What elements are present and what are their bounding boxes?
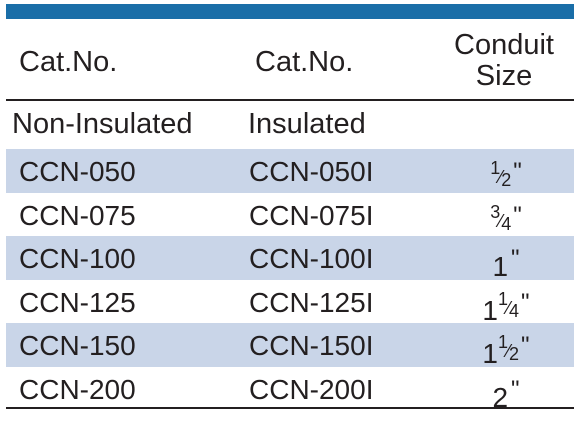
inch-mark: ": [511, 375, 520, 403]
top-accent-bar: [6, 4, 574, 19]
cell-conduit-size: 11⁄4 ": [442, 280, 570, 326]
cell-conduit-size: 2 ": [442, 367, 570, 413]
size-fraction: 3⁄4: [490, 201, 511, 234]
fraction-denominator: 2: [501, 170, 511, 190]
size-whole-number: 1: [482, 294, 498, 326]
table-body: CCN-050 CCN-050I 1⁄2 " CCN-075 CCN-075I 3⁄4 " CC…: [6, 149, 574, 413]
size-fraction: 1⁄4: [498, 288, 519, 321]
table-header: Cat.No. Cat.No. Conduit Size: [0, 22, 580, 98]
cell-non-insulated-cat-no: CCN-075: [19, 199, 136, 231]
table-row: CCN-075 CCN-075I 3⁄4 ": [6, 193, 574, 237]
fraction-numerator: 3: [490, 201, 500, 222]
size-whole-number: 1: [492, 251, 509, 282]
fraction-slash: ⁄: [507, 297, 510, 318]
fraction-denominator: 4: [509, 300, 519, 321]
header-divider: [6, 99, 574, 101]
table-row: CCN-125 CCN-125I 11⁄4 ": [6, 280, 574, 326]
table-row: CCN-150 CCN-150I 11⁄2 ": [6, 323, 574, 369]
inch-mark: ": [513, 158, 522, 185]
inch-mark: ": [511, 245, 520, 272]
fraction-numerator: 1: [490, 158, 500, 178]
inch-mark: ": [513, 201, 522, 229]
inch-mark: ": [521, 288, 530, 316]
fraction-denominator: 2: [509, 344, 519, 364]
fraction-slash: ⁄: [499, 167, 502, 187]
cell-non-insulated-cat-no: CCN-050: [19, 156, 136, 187]
fraction-numerator: 1: [498, 332, 508, 352]
cell-conduit-size: 3⁄4 ": [442, 193, 570, 237]
cell-insulated-cat-no: CCN-200I: [249, 373, 374, 405]
fraction-denominator: 4: [501, 213, 511, 234]
table-row: CCN-200 CCN-200I 2 ": [6, 367, 574, 413]
header-cat-no-insulated: Cat.No.: [255, 46, 354, 78]
fraction-slash: ⁄: [507, 341, 510, 361]
fraction-numerator: 1: [498, 288, 508, 309]
cell-insulated-cat-no: CCN-150I: [249, 330, 374, 361]
subheader-insulated: Insulated: [248, 108, 366, 140]
size-fraction: 1⁄2: [490, 158, 511, 190]
header-conduit-size-line2: Size: [475, 60, 533, 92]
cell-insulated-cat-no: CCN-075I: [249, 199, 374, 231]
size-fraction: 1⁄2: [498, 332, 519, 364]
cell-non-insulated-cat-no: CCN-125: [19, 286, 136, 318]
cell-insulated-cat-no: CCN-100I: [249, 243, 374, 274]
cell-conduit-size: 11⁄2 ": [442, 323, 570, 369]
table-row: CCN-050 CCN-050I 1⁄2 ": [6, 149, 574, 193]
bottom-divider: [6, 407, 574, 409]
cell-insulated-cat-no: CCN-125I: [249, 286, 374, 318]
header-conduit-size-line1: Conduit: [454, 29, 554, 61]
table-row: CCN-100 CCN-100I 1 ": [6, 236, 574, 282]
size-whole-number: 2: [492, 381, 509, 413]
header-cat-no-non-insulated: Cat.No.: [19, 46, 118, 78]
fraction-slash: ⁄: [499, 210, 502, 231]
inch-mark: ": [521, 332, 530, 359]
cell-non-insulated-cat-no: CCN-150: [19, 330, 136, 361]
cell-insulated-cat-no: CCN-050I: [249, 156, 374, 187]
size-whole-number: 1: [482, 338, 498, 369]
cell-conduit-size: 1⁄2 ": [442, 149, 570, 193]
cell-conduit-size: 1 ": [442, 236, 570, 282]
subheader-non-insulated: Non-Insulated: [12, 108, 193, 140]
header-conduit-size: Conduit Size: [440, 30, 568, 92]
cell-non-insulated-cat-no: CCN-200: [19, 373, 136, 405]
cell-non-insulated-cat-no: CCN-100: [19, 243, 136, 274]
